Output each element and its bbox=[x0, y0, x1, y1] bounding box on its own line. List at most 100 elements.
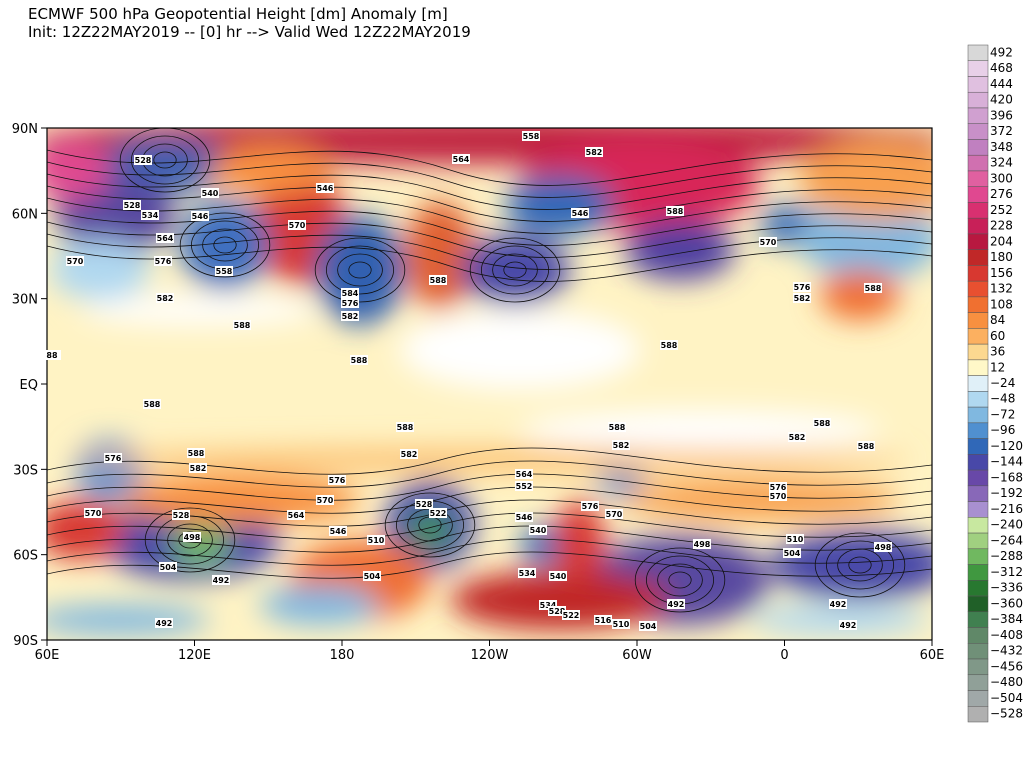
colorbar-swatch bbox=[967, 674, 989, 691]
contour-label-bg bbox=[156, 233, 174, 243]
colorbar-label: −216 bbox=[990, 502, 1023, 516]
lon-label: 60E bbox=[920, 648, 945, 663]
contour-line bbox=[47, 233, 932, 270]
anomaly-blob bbox=[555, 500, 605, 580]
lat-label: 60N bbox=[12, 207, 38, 222]
contour-ring bbox=[480, 245, 549, 295]
contour-label: 552 bbox=[516, 482, 533, 491]
colorbar-label: 84 bbox=[990, 313, 1005, 327]
colorbar-label: 204 bbox=[990, 234, 1013, 248]
contour-label-bg bbox=[639, 621, 657, 631]
colorbar: 4924684444203963723483243002762522282041… bbox=[967, 44, 1023, 723]
contour-ring bbox=[668, 571, 692, 589]
contour-label: 564 bbox=[453, 155, 470, 164]
contour-label-bg bbox=[783, 548, 801, 558]
contour-ring bbox=[503, 261, 527, 279]
contour-label-bg bbox=[350, 355, 368, 365]
contour-ring bbox=[153, 151, 177, 169]
contour-label: 576 bbox=[794, 283, 811, 292]
contour-label-bg bbox=[667, 599, 685, 609]
contour-label: 582 bbox=[586, 148, 603, 157]
contour-label: 582 bbox=[157, 294, 174, 303]
colorbar-swatch bbox=[967, 60, 989, 77]
contour-label: 582 bbox=[794, 294, 811, 303]
contour-label-bg bbox=[581, 501, 599, 511]
contour-label-bg bbox=[693, 539, 711, 549]
contour-label-bg bbox=[793, 293, 811, 303]
contour-label-bg bbox=[864, 283, 882, 293]
contour-label-bg bbox=[183, 532, 201, 542]
contour-label-bg bbox=[329, 526, 347, 536]
contour-label-bg bbox=[341, 298, 359, 308]
colorbar-swatch bbox=[967, 580, 989, 597]
contour-label-bg bbox=[328, 475, 346, 485]
contour-line bbox=[47, 538, 932, 566]
colorbar-label: −264 bbox=[990, 533, 1023, 547]
contour-ring bbox=[213, 236, 237, 254]
colorbar-label: 252 bbox=[990, 203, 1013, 217]
contour-ring bbox=[325, 245, 394, 295]
contour-label-bg bbox=[839, 620, 857, 630]
anomaly-blob bbox=[460, 235, 570, 305]
colorbar-swatch bbox=[967, 548, 989, 565]
lat-label: EQ bbox=[20, 378, 38, 393]
contour-label: 570 bbox=[85, 509, 102, 518]
contour-label: 570 bbox=[770, 492, 787, 501]
colorbar-label: −168 bbox=[990, 470, 1023, 484]
contour-label-bg bbox=[415, 499, 433, 509]
colorbar-label: −384 bbox=[990, 612, 1023, 626]
colorbar-swatch bbox=[967, 643, 989, 660]
contour-label-bg bbox=[522, 131, 540, 141]
contour-label: 492 bbox=[668, 600, 685, 609]
colorbar-swatch bbox=[967, 217, 989, 235]
contour-label: 584 bbox=[342, 289, 359, 298]
contour-ring bbox=[202, 228, 248, 262]
contour-label: 582 bbox=[789, 433, 806, 442]
contour-line bbox=[47, 197, 932, 234]
contour-label: 528 bbox=[416, 500, 433, 509]
contour-label-bg bbox=[143, 399, 161, 409]
contour-label: 588 bbox=[814, 419, 831, 428]
colorbar-swatch bbox=[967, 375, 989, 392]
contour-label-bg bbox=[605, 509, 623, 519]
contour-line bbox=[47, 460, 932, 488]
title: ECMWF 500 hPa Geopotential Height [dm] A… bbox=[28, 5, 448, 23]
contour-label-bg bbox=[212, 575, 230, 585]
contour-line bbox=[47, 245, 932, 282]
contour-label: 504 bbox=[784, 549, 801, 558]
contour-ring bbox=[848, 556, 872, 574]
colorbar-swatch bbox=[967, 422, 989, 439]
contour-label: 564 bbox=[288, 511, 305, 520]
colorbar-label: −96 bbox=[990, 423, 1015, 437]
anomaly-blob bbox=[70, 448, 910, 472]
contour-label: 546 bbox=[192, 212, 209, 221]
colorbar-swatch bbox=[967, 328, 989, 345]
contour-label: 492 bbox=[213, 576, 230, 585]
contour-label-bg bbox=[571, 208, 589, 218]
contour-line bbox=[47, 173, 932, 210]
contour-label-bg bbox=[316, 495, 334, 505]
colorbar-swatch bbox=[967, 469, 989, 487]
contour-label: 546 bbox=[516, 513, 533, 522]
contour-ring bbox=[826, 540, 895, 590]
colorbar-label: 468 bbox=[990, 61, 1013, 75]
contour-label-bg bbox=[341, 311, 359, 321]
colorbar-swatch bbox=[967, 438, 989, 455]
colorbar-swatch bbox=[967, 170, 989, 187]
contour-label-bg bbox=[608, 422, 626, 432]
contour-label-bg bbox=[400, 449, 418, 459]
contour-line bbox=[47, 486, 932, 514]
colorbar-swatch bbox=[967, 91, 989, 109]
contour-label: 504 bbox=[160, 563, 177, 572]
colorbar-swatch bbox=[967, 265, 989, 282]
contour-label: 576 bbox=[582, 502, 599, 511]
anomaly-blob bbox=[620, 480, 900, 520]
contour-ring bbox=[167, 523, 213, 557]
contour-label: 588 bbox=[188, 449, 205, 458]
contour-ring bbox=[314, 237, 406, 303]
colorbar-label: 444 bbox=[990, 77, 1013, 91]
contour-ring bbox=[492, 253, 538, 287]
colorbar-label: 300 bbox=[990, 171, 1013, 185]
